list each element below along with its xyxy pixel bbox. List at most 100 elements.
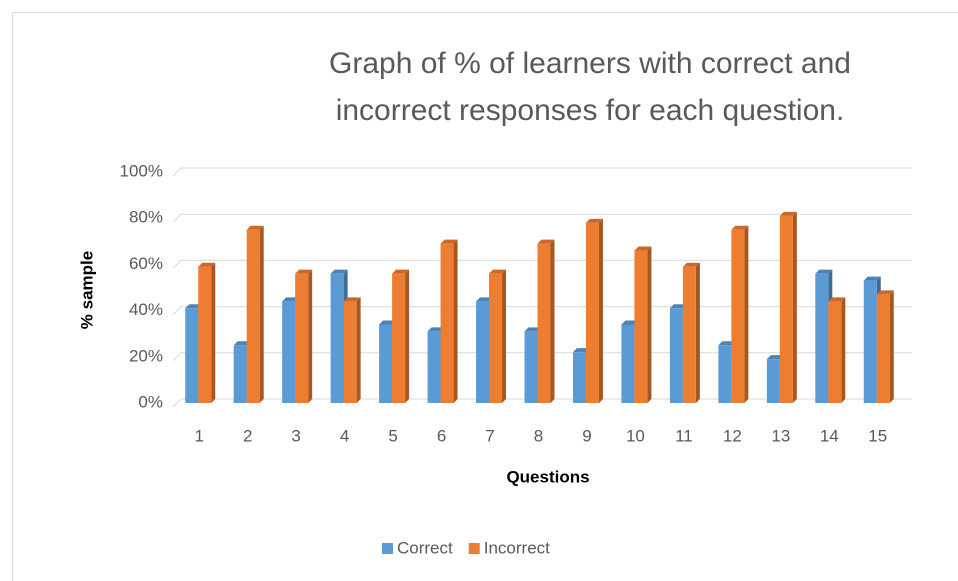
x-tick-label: 6 <box>437 426 446 445</box>
bar-top <box>585 218 603 223</box>
bar <box>524 331 538 403</box>
bar-top <box>572 348 590 353</box>
bar-top <box>863 276 881 281</box>
bar-top <box>198 262 216 267</box>
bar <box>779 215 793 403</box>
bar-side <box>744 225 749 403</box>
x-tick-label: 7 <box>485 426 494 445</box>
bar-side <box>405 269 410 403</box>
bar-top <box>669 304 687 309</box>
bar <box>476 301 490 403</box>
y-axis-label: % sample <box>77 251 96 329</box>
bar <box>185 308 199 403</box>
bar <box>585 222 599 403</box>
x-tick-label: 8 <box>534 426 543 445</box>
bar-top <box>489 269 507 274</box>
bar <box>634 250 648 403</box>
bar-top <box>876 290 894 295</box>
bar <box>815 273 829 403</box>
y-tick-label: 60% <box>129 254 163 273</box>
x-tick-label: 12 <box>723 426 742 445</box>
x-tick-label: 9 <box>582 426 591 445</box>
bar-top <box>537 239 555 244</box>
bar-top <box>392 269 410 274</box>
bar-side <box>211 262 216 403</box>
bar-side <box>502 269 507 403</box>
legend-swatch <box>468 543 480 554</box>
bar <box>295 273 309 403</box>
bar-side <box>695 262 700 403</box>
bar <box>392 273 406 403</box>
bar-side <box>308 269 313 403</box>
x-axis-label: Questions <box>506 467 589 486</box>
bar-side <box>889 290 894 403</box>
bar-top <box>185 304 203 309</box>
bar <box>198 266 212 403</box>
bar-side <box>550 239 555 403</box>
grid-line <box>172 259 912 269</box>
x-tick-label: 1 <box>194 426 203 445</box>
bar <box>379 324 393 403</box>
bar <box>718 345 732 403</box>
bar <box>621 324 635 403</box>
x-tick-label: 15 <box>868 426 887 445</box>
grid-line <box>172 398 912 408</box>
bar-top <box>682 262 700 267</box>
x-tick-label: 4 <box>340 426 349 445</box>
bar <box>863 280 877 403</box>
bar-top <box>282 297 300 302</box>
bar-top <box>246 225 264 230</box>
grid-line <box>172 352 912 362</box>
bar-side <box>453 239 458 403</box>
bar-side <box>792 211 797 403</box>
y-tick-label: 80% <box>129 208 163 227</box>
bar <box>330 273 344 403</box>
legend-swatch <box>382 543 393 554</box>
x-tick-label: 10 <box>626 426 645 445</box>
bar <box>246 229 260 403</box>
x-tick-label: 14 <box>820 426 839 445</box>
x-tick-label: 5 <box>388 426 397 445</box>
bar-top <box>621 320 639 325</box>
bar-side <box>356 297 361 403</box>
bar-top <box>330 269 348 274</box>
bar-side <box>841 297 846 403</box>
bar <box>876 294 890 403</box>
bar <box>537 243 551 403</box>
bar-top <box>524 327 542 332</box>
x-tick-label: 2 <box>243 426 252 445</box>
bar-top <box>731 225 749 230</box>
grid-line <box>172 213 912 223</box>
x-tick-label: 13 <box>771 426 790 445</box>
bar-top <box>440 239 458 244</box>
bar-side <box>598 218 603 403</box>
chart-title: Graph of % of learners with correct and … <box>329 47 851 127</box>
bar <box>489 273 503 403</box>
legend-label: Correct <box>397 538 453 557</box>
bar-top <box>476 297 494 302</box>
bar <box>828 301 842 403</box>
bar <box>343 301 357 403</box>
bar <box>440 243 454 403</box>
bar-top <box>343 297 361 302</box>
bar <box>682 266 696 403</box>
bar <box>427 331 441 403</box>
bar-top <box>779 211 797 216</box>
y-tick-label: 100% <box>120 161 163 180</box>
bar-top <box>634 246 652 251</box>
bar-top <box>718 341 736 346</box>
legend-label: Incorrect <box>484 538 550 557</box>
x-tick-label: 11 <box>675 426 693 445</box>
x-tick-label: 3 <box>291 426 300 445</box>
grid-line <box>172 167 912 177</box>
bar-top <box>233 341 251 346</box>
bar-top <box>828 297 846 302</box>
y-tick-label: 20% <box>129 346 163 365</box>
grid-line <box>172 306 912 315</box>
bar-side <box>259 225 264 403</box>
bar-side <box>647 246 652 403</box>
bar <box>766 359 780 403</box>
bar <box>282 301 296 403</box>
y-tick-label: 0% <box>138 392 163 411</box>
